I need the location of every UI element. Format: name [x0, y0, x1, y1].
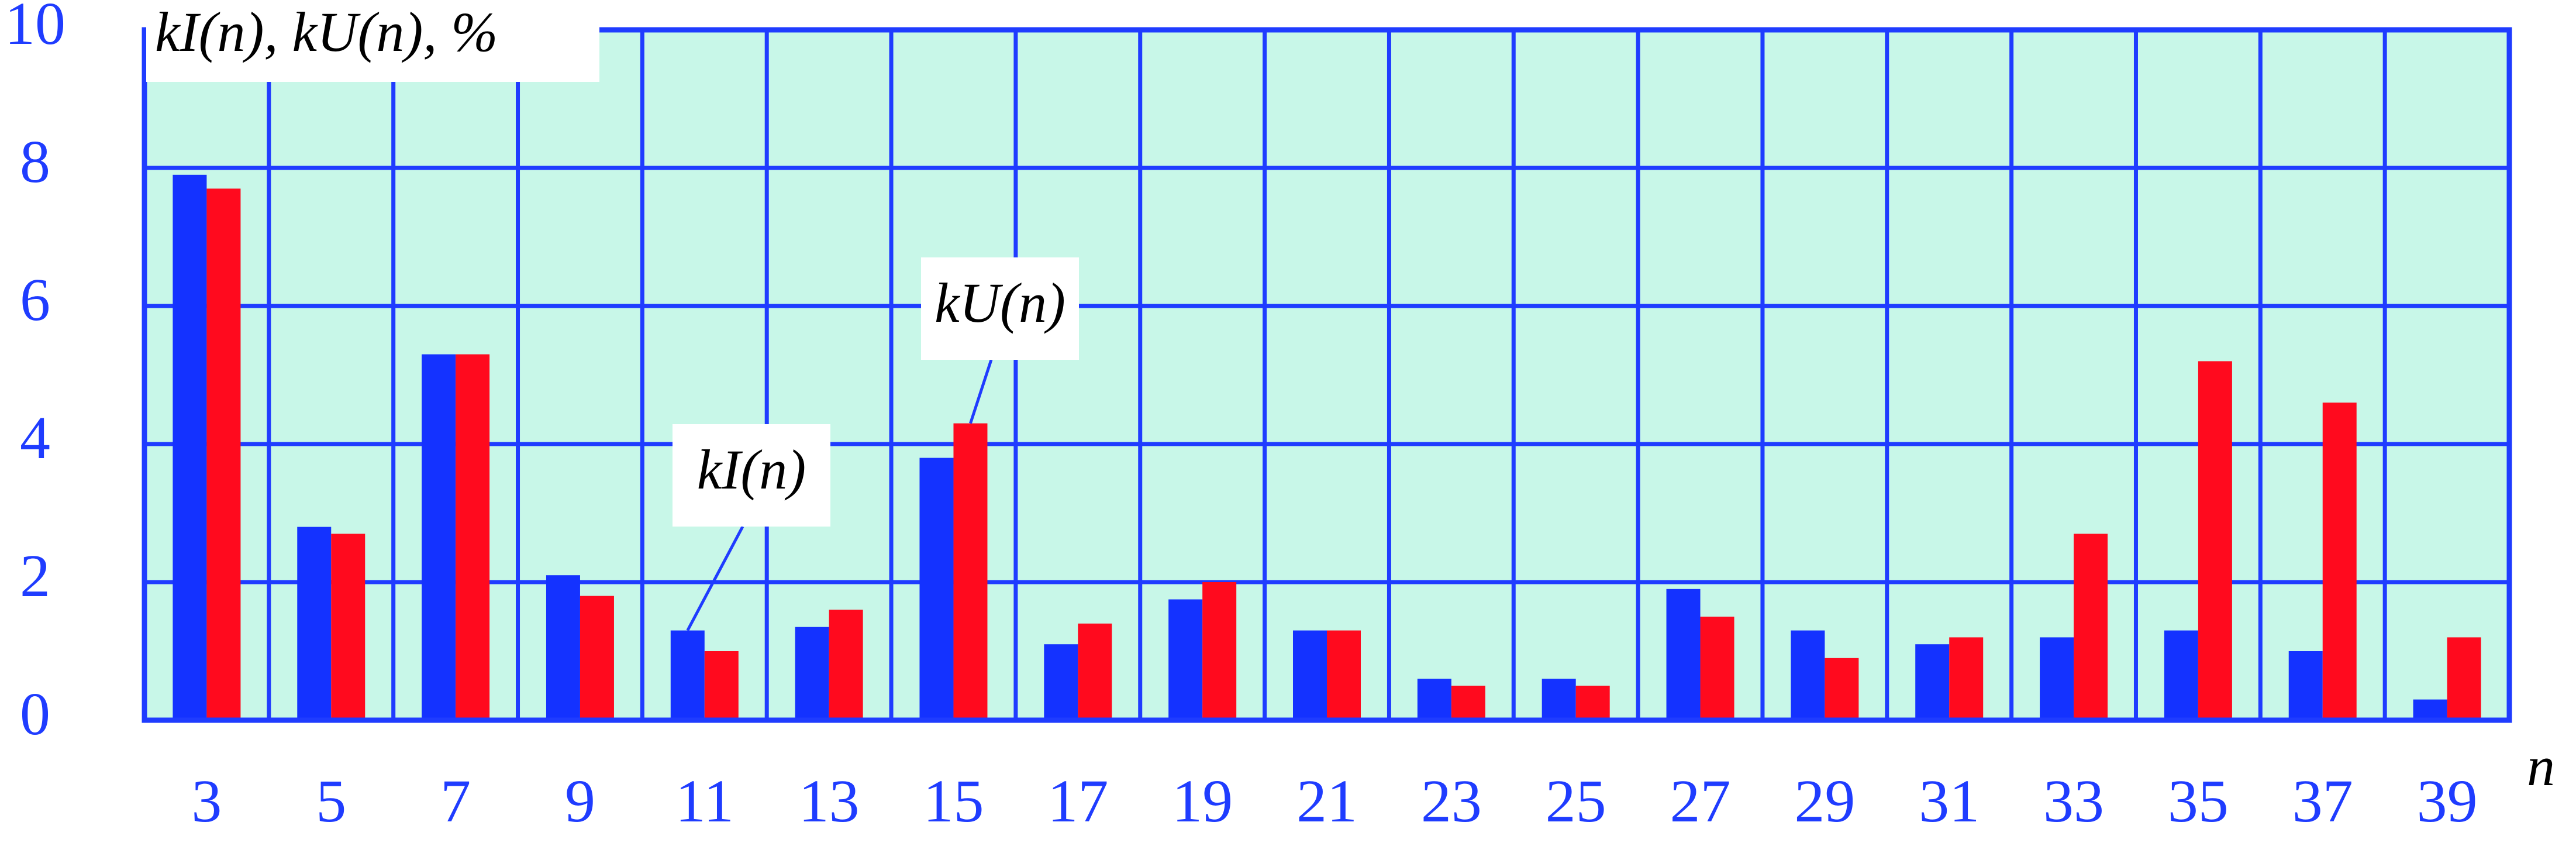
x-tick-label: 27: [1670, 768, 1731, 835]
bar: [795, 627, 829, 720]
y-tick-label: 6: [20, 266, 50, 333]
bar: [1542, 679, 1576, 720]
bar: [2164, 630, 2198, 720]
x-axis-label: n: [2527, 735, 2555, 797]
bar: [670, 630, 705, 720]
plot-area: [144, 30, 2509, 720]
bar: [2040, 637, 2074, 720]
x-tick-label: 17: [1047, 768, 1108, 835]
bar: [953, 423, 988, 720]
x-tick-label: 7: [440, 768, 471, 835]
bar: [1293, 630, 1327, 720]
bar: [1451, 686, 1485, 720]
bar: [2413, 699, 2447, 720]
bar: [1791, 630, 1825, 720]
title-box: [146, 0, 599, 82]
y-tick-label: 8: [20, 128, 50, 195]
bar: [1825, 658, 1859, 720]
x-tick-label: 11: [675, 768, 734, 835]
x-tick-label: 23: [1421, 768, 1482, 835]
callout-line: [969, 359, 993, 424]
plot-frame: [142, 27, 2512, 723]
bar: [1700, 617, 1734, 720]
bar: [1044, 644, 1078, 720]
y-tick-label: 2: [20, 542, 50, 610]
x-tick-label: 31: [1919, 768, 1980, 835]
bar: [1417, 679, 1451, 720]
bar: [422, 354, 456, 720]
bar: [1078, 623, 1112, 720]
bar: [1202, 582, 1237, 720]
y-tick-label: 4: [20, 404, 50, 472]
x-tick-label: 19: [1172, 768, 1233, 835]
callout-line: [686, 525, 744, 631]
bar: [704, 651, 739, 720]
legend-label: kU(n): [934, 271, 1065, 334]
x-tick-label: 29: [1794, 768, 1855, 835]
bar: [919, 458, 954, 720]
bar: [580, 596, 614, 720]
x-tick-label: 37: [2292, 768, 2353, 835]
bar: [2447, 637, 2481, 720]
x-tick-label: 35: [2168, 768, 2229, 835]
legend-label: kI(n): [697, 438, 806, 501]
bar: [297, 527, 332, 720]
bar: [1949, 637, 1984, 720]
bar: [456, 354, 490, 720]
x-tick-label: 39: [2417, 768, 2478, 835]
chart-title: kI(n), kU(n), %: [155, 1, 498, 63]
callout-box: [673, 424, 830, 527]
bar: [2288, 651, 2323, 720]
y-tick-label: 10: [5, 0, 65, 57]
x-tick-label: 9: [565, 768, 595, 835]
x-tick-label: 21: [1296, 768, 1357, 835]
callout-box: [921, 257, 1079, 360]
bar: [1327, 630, 1361, 720]
bar: [331, 534, 365, 720]
bar: [173, 174, 207, 720]
x-tick-label: 13: [799, 768, 860, 835]
bar: [1915, 644, 1950, 720]
bar: [206, 188, 241, 720]
bar: [1168, 599, 1203, 720]
x-tick-label: 5: [316, 768, 346, 835]
bar: [546, 575, 580, 720]
x-tick-label: 33: [2043, 768, 2104, 835]
x-tick-label: 25: [1546, 768, 1606, 835]
x-tick-label: 3: [191, 768, 222, 835]
bar: [1666, 589, 1701, 720]
bar: [2074, 534, 2108, 720]
bar: [829, 610, 863, 720]
x-tick-label: 15: [923, 768, 984, 835]
bar: [2198, 361, 2232, 720]
y-tick-label: 0: [20, 680, 50, 748]
bar: [1575, 686, 1610, 720]
bar: [2322, 403, 2357, 720]
